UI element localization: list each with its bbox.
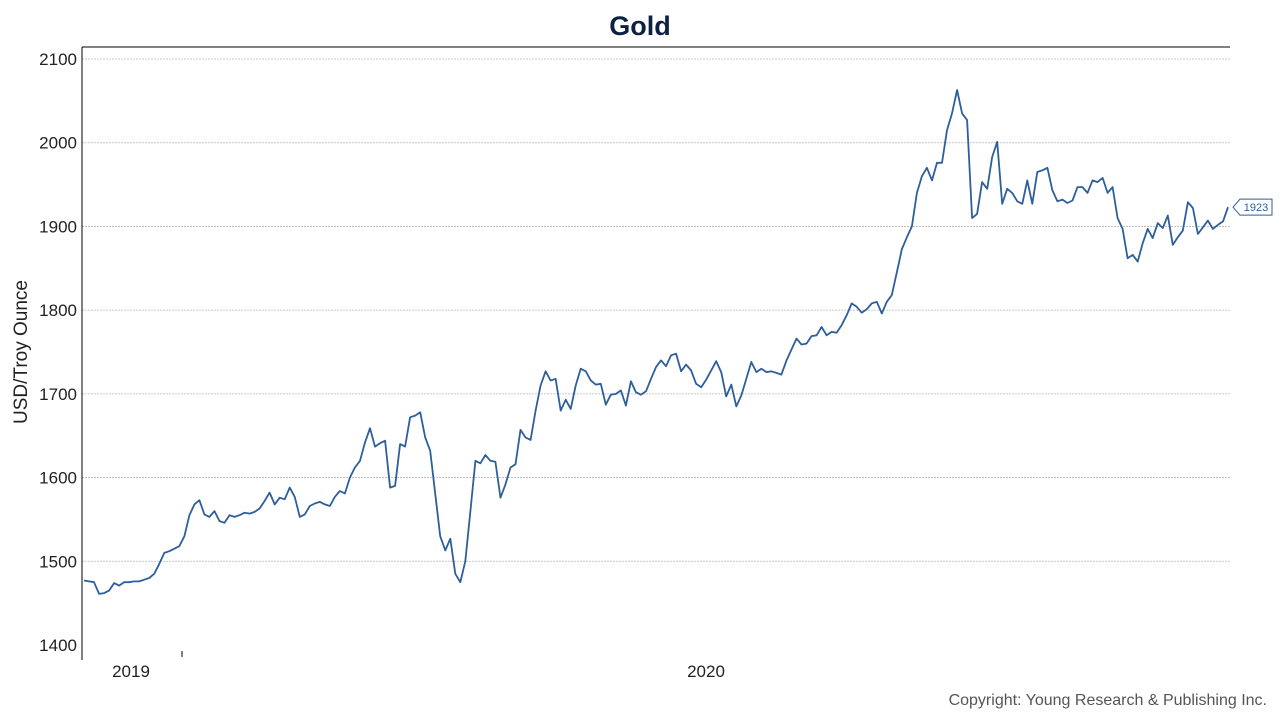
- last-value-box: [1232, 198, 1273, 216]
- gridlines: [82, 58, 1230, 562]
- copyright-text: Copyright: Young Research & Publishing I…: [949, 692, 1267, 709]
- last-value-label: 1923: [1244, 202, 1268, 214]
- x-tick-label: 2019: [112, 662, 150, 681]
- y-tick-label: 2000: [39, 134, 77, 153]
- last-value-callout: 1923: [1232, 198, 1273, 216]
- y-tick-label: 1700: [39, 385, 77, 404]
- y-tick-label: 1800: [39, 301, 77, 320]
- x-tick-label: 2020: [687, 662, 725, 681]
- x-tick-labels: 2019 2020: [112, 662, 725, 681]
- y-tick-label: 1400: [39, 636, 77, 655]
- chart-title: Gold: [609, 11, 671, 41]
- y-tick-label: 1900: [39, 217, 77, 236]
- y-tick-label: 2100: [39, 50, 77, 69]
- y-axis-label: USD/Troy Ounce: [11, 280, 32, 424]
- y-tick-labels: 1400 1500 1600 1700 1800 1900 2000 2100: [39, 50, 77, 655]
- gold-price-line: [83, 89, 1229, 595]
- axes: [81, 46, 1230, 660]
- y-tick-label: 1600: [39, 469, 77, 488]
- y-tick-label: 1500: [39, 552, 77, 571]
